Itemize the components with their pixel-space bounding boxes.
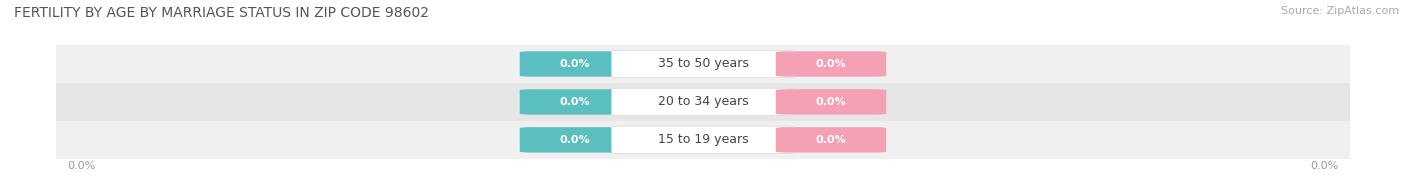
Bar [56, 121, 1350, 159]
FancyBboxPatch shape [612, 50, 794, 78]
Text: 0.0%: 0.0% [560, 59, 591, 69]
Text: 15 to 19 years: 15 to 19 years [658, 133, 748, 146]
FancyBboxPatch shape [776, 51, 886, 77]
Text: 0.0%: 0.0% [1310, 162, 1339, 172]
Bar [56, 83, 1350, 121]
Text: 0.0%: 0.0% [560, 135, 591, 145]
Text: 0.0%: 0.0% [815, 59, 846, 69]
Text: FERTILITY BY AGE BY MARRIAGE STATUS IN ZIP CODE 98602: FERTILITY BY AGE BY MARRIAGE STATUS IN Z… [14, 6, 429, 20]
FancyBboxPatch shape [612, 88, 794, 116]
Text: 0.0%: 0.0% [815, 97, 846, 107]
Text: 20 to 34 years: 20 to 34 years [658, 95, 748, 108]
Text: 0.0%: 0.0% [67, 162, 96, 172]
FancyBboxPatch shape [612, 126, 794, 153]
FancyBboxPatch shape [520, 89, 630, 115]
FancyBboxPatch shape [776, 89, 886, 115]
FancyBboxPatch shape [520, 51, 630, 77]
Text: 35 to 50 years: 35 to 50 years [658, 57, 748, 71]
Text: 0.0%: 0.0% [560, 97, 591, 107]
Text: Source: ZipAtlas.com: Source: ZipAtlas.com [1281, 6, 1399, 16]
Text: 0.0%: 0.0% [815, 135, 846, 145]
FancyBboxPatch shape [520, 127, 630, 152]
FancyBboxPatch shape [776, 127, 886, 152]
Bar [56, 45, 1350, 83]
